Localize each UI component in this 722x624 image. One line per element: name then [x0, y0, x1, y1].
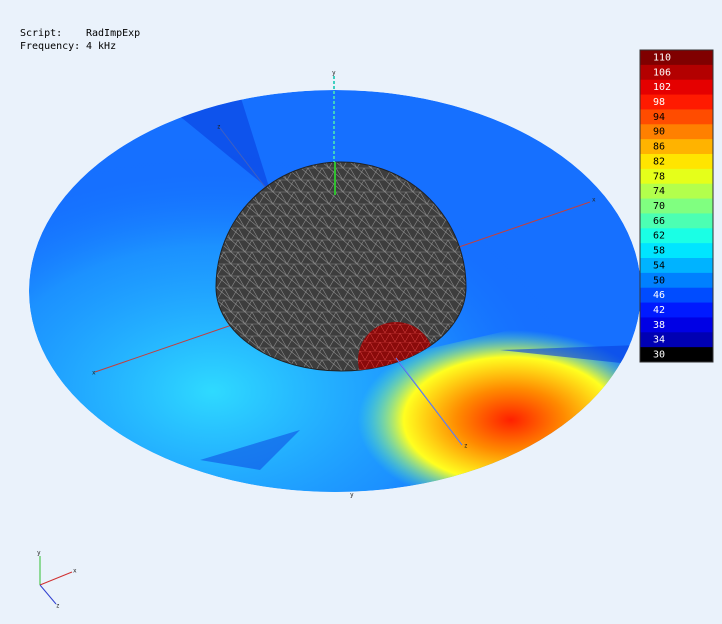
- colorbar-label: 66: [653, 216, 665, 227]
- colorbar-swatch: [640, 79, 713, 96]
- colorbar-swatch: [640, 287, 713, 304]
- script-name: RadImpExp: [86, 28, 140, 39]
- colorbar-label: 94: [653, 112, 665, 123]
- colorbar-swatch: [640, 347, 713, 363]
- axis-label: x: [92, 370, 96, 377]
- colorbar-swatch: [640, 168, 713, 185]
- colorbar-swatch: [640, 258, 713, 274]
- colorbar-swatch: [640, 272, 713, 289]
- axis-label: y: [37, 550, 41, 557]
- colorbar-label: 58: [653, 246, 665, 257]
- frequency-label: Frequency:: [20, 41, 80, 52]
- colorbar-swatch: [640, 198, 713, 214]
- colorbar-swatch: [640, 124, 713, 140]
- orientation-triad: y x z: [37, 550, 77, 610]
- axis-label: z: [464, 443, 468, 450]
- colorbar-swatch: [640, 94, 713, 110]
- colorbar-swatch: [640, 64, 713, 81]
- colorbar-label: 110: [653, 52, 671, 63]
- colorbar-label: 86: [653, 142, 665, 153]
- colorbar-label: 62: [653, 231, 665, 242]
- colorbar-swatch: [640, 139, 713, 155]
- axis-label: y: [350, 492, 354, 499]
- colorbar-label: 82: [653, 156, 665, 167]
- frequency-value: 4 kHz: [86, 41, 116, 52]
- colorbar-label: 34: [653, 335, 665, 346]
- colorbar-label: 102: [653, 82, 671, 93]
- axis-label: x: [73, 568, 77, 575]
- axis-label: y: [332, 70, 336, 77]
- colorbar-swatch: [640, 109, 713, 125]
- colorbar-label: 46: [653, 290, 665, 301]
- colorbar-label: 78: [653, 171, 665, 182]
- axis-label: x: [592, 197, 596, 204]
- colorbar-label: 54: [653, 260, 665, 271]
- colorbar-label: 98: [653, 97, 665, 108]
- colorbar-swatch: [640, 213, 713, 229]
- colorbar-label: 70: [653, 201, 665, 212]
- colorbar-swatch: [640, 228, 713, 244]
- colorbar-swatch: [640, 302, 713, 318]
- colorbar-swatch: [640, 183, 713, 200]
- z-axis-front: [395, 357, 463, 446]
- colorbar-label: 38: [653, 320, 665, 331]
- colorbar-label: 74: [653, 186, 665, 197]
- script-label: Script:: [20, 28, 62, 39]
- colorbar-swatch: [640, 243, 713, 259]
- colorbar-label: 106: [653, 67, 671, 78]
- colorbar-label: 90: [653, 127, 665, 138]
- colorbar-swatch: [640, 332, 713, 348]
- colorbar-swatch: [640, 154, 713, 170]
- axis-label: z: [217, 124, 221, 131]
- colorbar-label: 50: [653, 275, 665, 286]
- colorbar-label: 30: [653, 350, 665, 361]
- colorbar-swatch: [640, 50, 713, 66]
- colorbar-frame: [639, 49, 714, 363]
- colorbar-swatch: [640, 317, 713, 333]
- colorbar: 110 106 102 98 94 90 86 82 78 74 70 66 62 58 54 50 46 42 3…: [639, 49, 714, 363]
- dome: [215, 161, 467, 372]
- axis-label: z: [56, 603, 60, 610]
- colorbar-label: 42: [653, 305, 665, 316]
